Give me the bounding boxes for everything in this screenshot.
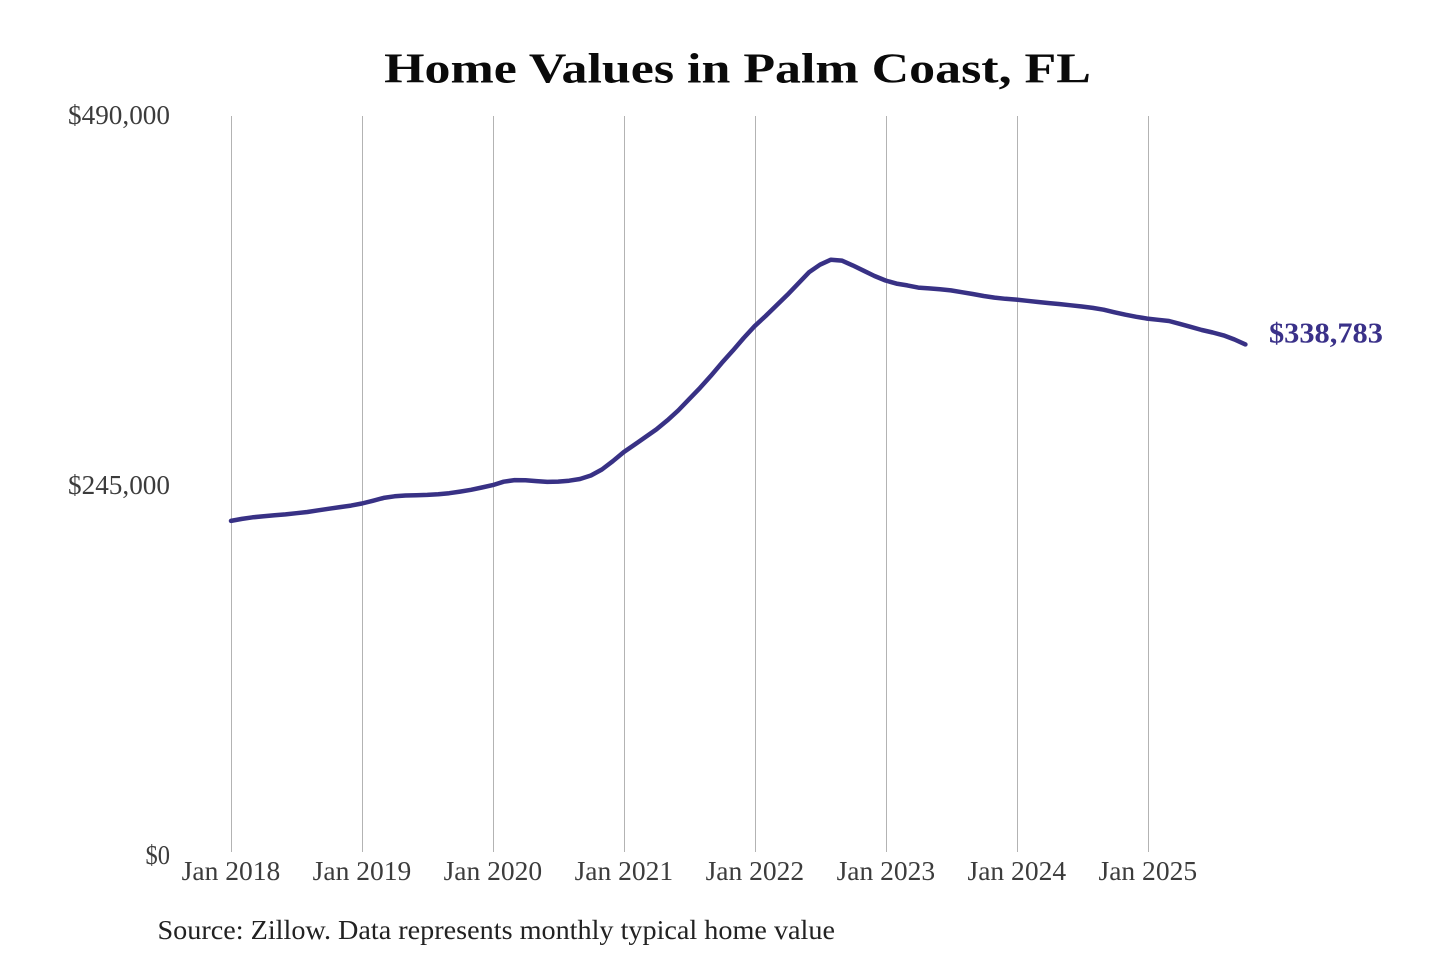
svg-text:Jan 2021: Jan 2021	[575, 856, 674, 886]
svg-text:Home Values in Palm Coast, FL: Home Values in Palm Coast, FL	[384, 46, 1091, 92]
svg-text:Jan 2019: Jan 2019	[313, 856, 412, 886]
svg-text:Jan 2024: Jan 2024	[968, 856, 1067, 886]
svg-text:$338,783: $338,783	[1269, 319, 1383, 350]
svg-text:Jan 2022: Jan 2022	[706, 856, 805, 886]
svg-text:Jan 2018: Jan 2018	[182, 856, 281, 886]
svg-text:Jan 2023: Jan 2023	[837, 856, 936, 886]
svg-text:$245,000: $245,000	[68, 470, 170, 500]
svg-text:Source: Zillow. Data represent: Source: Zillow. Data represents monthly …	[158, 915, 836, 945]
svg-text:Jan 2020: Jan 2020	[444, 856, 543, 886]
svg-text:$490,000: $490,000	[68, 100, 170, 130]
svg-text:Jan 2025: Jan 2025	[1099, 856, 1198, 886]
svg-text:$0: $0	[146, 840, 171, 870]
